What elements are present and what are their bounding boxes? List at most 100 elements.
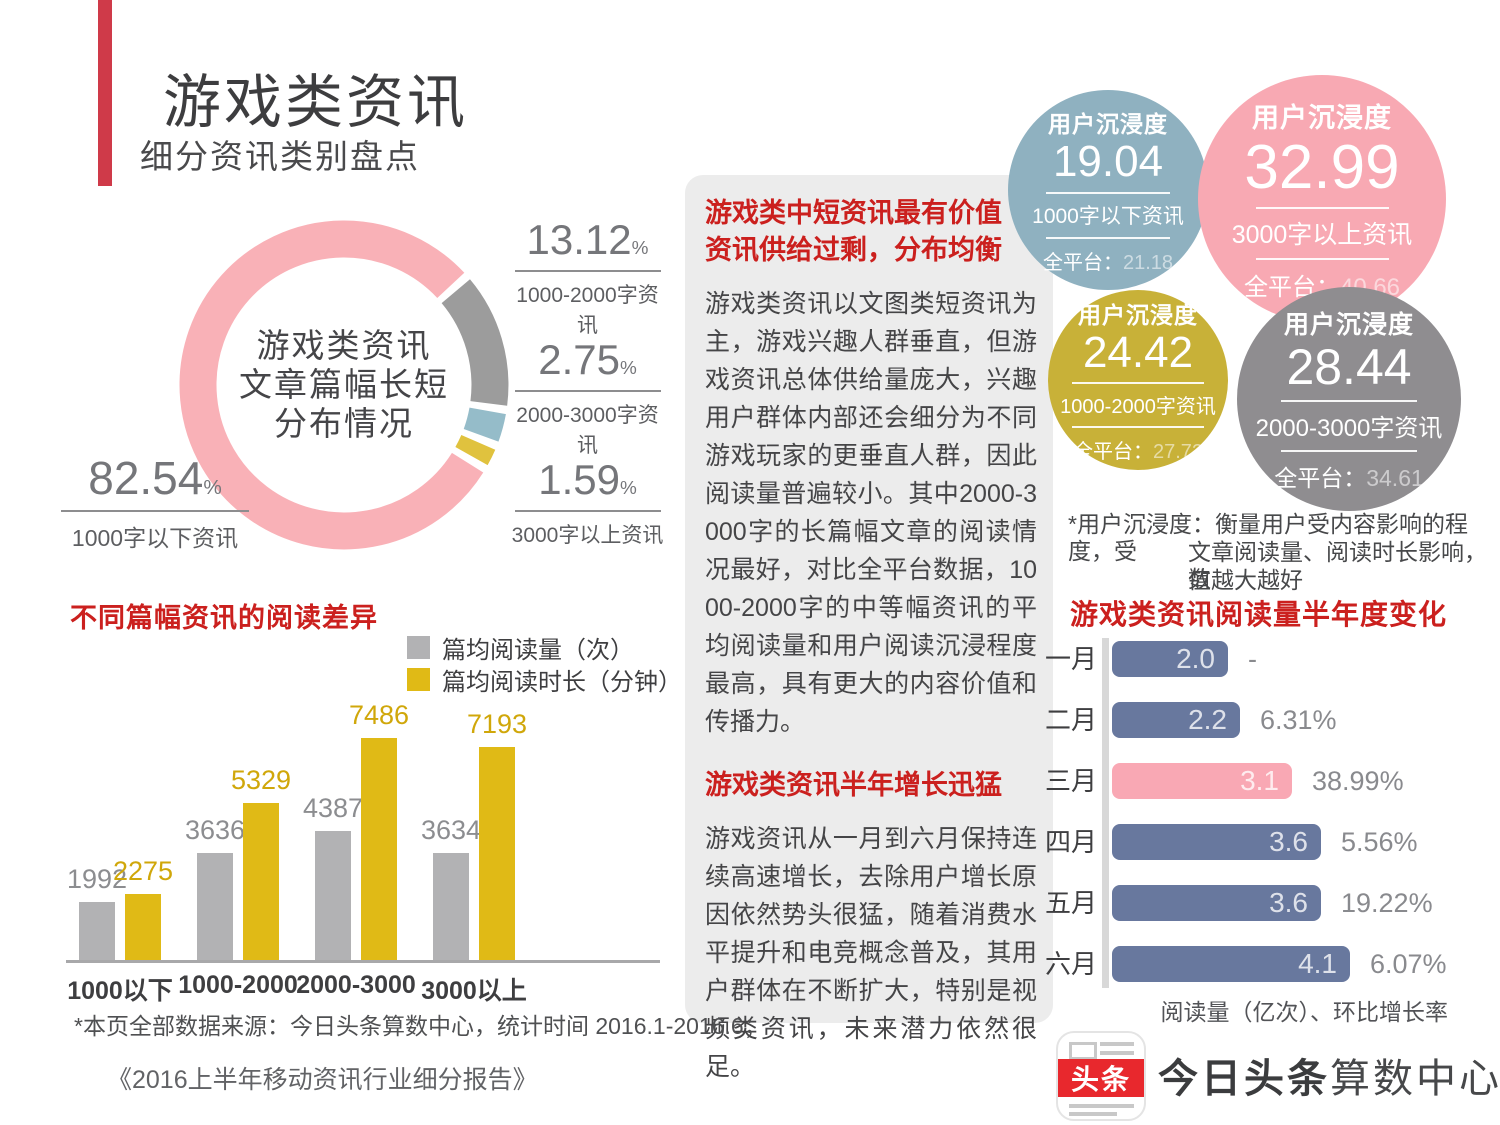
- month-label: 一月: [1044, 644, 1097, 674]
- month-bar-value: 2.2: [1188, 704, 1227, 735]
- legend-label: 篇均阅读量（次）: [442, 637, 634, 664]
- monthly-chart-title: 游戏类资讯阅读量半年度变化: [1070, 599, 1448, 630]
- donut-segment-label: 1000字以下资讯: [71, 525, 239, 551]
- reading-chart-title: 不同篇幅资讯的阅读差异: [70, 603, 378, 633]
- month-bar: 3.6: [1112, 824, 1321, 860]
- bar: [197, 853, 233, 962]
- donut-center-text: 游戏类资讯 文章篇幅长短 分布情况: [214, 326, 474, 443]
- percent-sign: %: [619, 358, 637, 379]
- month-label: 五月: [1044, 888, 1097, 918]
- donut-percent-value: 13.12%: [526, 216, 649, 263]
- donut-label-underline: [514, 390, 661, 392]
- donut-percent-value: 2.75%: [538, 336, 637, 383]
- immersion-circle: 用户沉浸度 24.42 1000-2000字资讯 全平台：27.72: [1048, 290, 1228, 470]
- growth-label: 38.99%: [1312, 766, 1404, 796]
- donut-segment: [463, 407, 506, 442]
- donut-segment: [455, 434, 496, 466]
- donut-segment: [179, 220, 484, 550]
- donut-value-block: 1.59% 3000字以上资讯: [510, 459, 665, 549]
- accent-bar: [98, 0, 112, 186]
- monthly-chart-axis: [1102, 638, 1109, 988]
- immersion-value: 32.99: [1244, 133, 1400, 203]
- platform-average: 全平台：34.61: [1274, 459, 1424, 493]
- panel-heading-1: 游戏类中短资讯最有价值 资讯供给过剩，分布均衡: [705, 195, 1037, 269]
- logo-decor: [1069, 1042, 1097, 1060]
- immersion-circle: 用户沉浸度 28.44 2000-3000字资讯全平台：34.61: [1237, 287, 1461, 511]
- brand-suffix: 算数中心: [1330, 1057, 1500, 1101]
- bar: [79, 902, 115, 962]
- bar: [479, 747, 515, 962]
- growth-label: 5.56%: [1341, 827, 1418, 857]
- percent-sign: %: [203, 476, 222, 499]
- percent-sign: %: [631, 238, 649, 259]
- month-bar: 2.2: [1112, 702, 1240, 738]
- panel-heading-line: 游戏类中短资讯最有价值: [705, 198, 1002, 228]
- bar: [125, 894, 161, 962]
- bar: [361, 738, 397, 962]
- immersion-value: 19.04: [1052, 137, 1164, 187]
- logo-decor: [1069, 1112, 1117, 1116]
- donut-percent-value: 82.54%: [88, 452, 222, 504]
- donut-center-line: 分布情况: [274, 405, 414, 442]
- immersion-value: 24.42: [1082, 327, 1194, 377]
- bar-category-label: 2000-3000: [296, 971, 416, 999]
- logo-decor: [1100, 1051, 1134, 1055]
- immersion-label: 用户沉浸度: [1078, 301, 1198, 328]
- legend-item: 篇均阅读时长（分钟）: [407, 668, 682, 696]
- reading-chart-baseline: [66, 960, 660, 963]
- insight-panel: 游戏类中短资讯最有价值 资讯供给过剩，分布均衡 游戏类资讯以文图类短资讯为主，游…: [685, 175, 1053, 1081]
- page-subtitle: 细分资讯类别盘点: [140, 138, 420, 175]
- immersion-circle: 用户沉浸度 32.99 3000字以上资讯 全平台：40.66: [1198, 75, 1446, 323]
- legend-label: 篇均阅读时长（分钟）: [442, 669, 682, 696]
- platform-label: 全平台：: [1042, 251, 1123, 274]
- month-bar: 4.1: [1112, 946, 1350, 982]
- platform-label: 全平台：: [1072, 441, 1153, 464]
- immersion-circle: 用户沉浸度 19.04 1000字以下资讯全平台：21.18: [1008, 90, 1208, 290]
- immersion-label: 用户沉浸度: [1252, 103, 1392, 134]
- donut-value-block: 82.54% 1000字以下资讯: [55, 455, 255, 553]
- month-bar-value: 3.1: [1240, 765, 1279, 796]
- circle-divider: [1072, 382, 1204, 385]
- circle-divider: [1046, 191, 1170, 194]
- bar-category-label: 3000以上: [421, 977, 527, 1005]
- bar-category-label: 1000-2000: [178, 971, 298, 999]
- immersion-label: 用户沉浸度: [1283, 311, 1414, 340]
- donut-label-underline: [514, 510, 661, 512]
- platform-value: 21.18: [1122, 251, 1174, 274]
- panel-heading-2: 游戏类资讯半年增长迅猛: [705, 770, 1002, 800]
- donut-segment-label: 3000字以上资讯: [511, 524, 664, 547]
- page-title: 游戏类资讯: [163, 70, 469, 135]
- growth-label: 6.07%: [1370, 949, 1447, 979]
- legend-swatch: [407, 668, 430, 691]
- donut-value-block: 13.12% 1000-2000字资讯: [510, 219, 665, 339]
- platform-label: 全平台：: [1274, 464, 1367, 491]
- donut-percent-value: 1.59%: [538, 456, 637, 503]
- note-line: 文章阅读量、阅读时长影响，数: [1188, 539, 1487, 592]
- panel-body-2: 游戏资讯从一月到六月保持连续高速增长，去除用户增长原因依然势头很猛，随着消费水平…: [705, 825, 1037, 1081]
- bar-value: 3634: [420, 815, 482, 845]
- immersion-category: 2000-3000字资讯: [1255, 414, 1443, 442]
- legend-swatch: [407, 636, 430, 659]
- bar: [315, 831, 351, 962]
- immersion-label: 用户沉浸度: [1048, 111, 1168, 138]
- growth-label: 19.22%: [1341, 888, 1433, 918]
- circle-divider: [1046, 236, 1170, 239]
- percent-sign: %: [619, 478, 637, 499]
- brand-wordmark: 今日头条算数中心: [1158, 1046, 1500, 1104]
- circle-divider: [1255, 206, 1389, 209]
- immersion-value: 28.44: [1286, 339, 1412, 396]
- bar-value: 5329: [230, 765, 292, 795]
- donut-segment: [441, 279, 509, 406]
- circle-divider: [1255, 257, 1389, 260]
- bar-value: 3636: [184, 815, 246, 845]
- immersion-category: 1000字以下资讯: [1032, 204, 1184, 228]
- logo-decor: [1069, 1104, 1134, 1108]
- logo-decor: [1100, 1042, 1134, 1046]
- logo-red-band: 头条: [1058, 1059, 1144, 1097]
- month-label: 三月: [1044, 766, 1097, 796]
- month-bar: 2.0: [1112, 641, 1228, 677]
- donut-center-line: 文章篇幅长短: [239, 366, 449, 403]
- platform-value: 27.72: [1152, 441, 1204, 464]
- platform-value: 34.61: [1366, 464, 1424, 491]
